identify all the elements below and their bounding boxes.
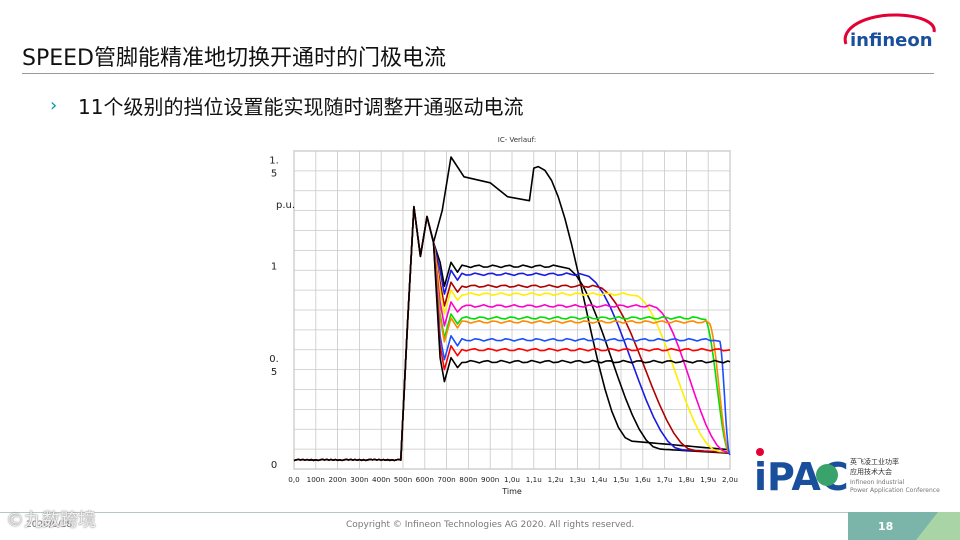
x-tick-label: 200n bbox=[328, 475, 346, 484]
bullet-marker: › bbox=[50, 95, 58, 116]
slide-title: SPEED管脚能精准地切换开通时的门极电流 bbox=[22, 46, 446, 71]
y-tick-label: 1. bbox=[269, 155, 279, 166]
x-tick-label: 1,5u bbox=[613, 475, 629, 484]
x-tick-label: 400n bbox=[372, 475, 390, 484]
y-tick-label: 0. bbox=[269, 354, 279, 365]
footer-date: 2020/6/28 bbox=[26, 520, 73, 530]
chart-title: IC- Verlauf: bbox=[498, 136, 536, 144]
infineon-logo: infineon bbox=[836, 10, 940, 60]
x-axis-labels: 0,0 100n 200n 300n 400n 500n 600n 700n 800n 900n 1… bbox=[288, 475, 738, 484]
x-tick-label: 1,9u bbox=[700, 475, 716, 484]
x-tick-label: 500n bbox=[394, 475, 412, 484]
series-line-11 bbox=[293, 205, 731, 462]
title-divider bbox=[22, 73, 934, 74]
ipac-en-2: Power Application Conference bbox=[850, 487, 940, 494]
x-tick-label: 1,0u bbox=[504, 475, 520, 484]
ipac-logo: iPAC 英飞凌工业功率 应用技术大会 Infineon Industrial … bbox=[752, 444, 952, 504]
y-axis-labels: 0 0. 5 1 1. 5 bbox=[269, 155, 279, 471]
copyright-text: Copyright © Infineon Technologies AG 202… bbox=[346, 520, 635, 530]
x-tick-label: 1,1u bbox=[526, 475, 542, 484]
gridlines bbox=[293, 150, 731, 470]
x-tick-label: 600n bbox=[416, 475, 434, 484]
x-tick-label: 300n bbox=[350, 475, 368, 484]
x-tick-label: 0,0 bbox=[288, 475, 300, 484]
ipac-circle bbox=[816, 464, 838, 486]
x-tick-label: 1,7u bbox=[657, 475, 673, 484]
ipac-dot-red bbox=[756, 448, 764, 456]
brand-text: infineon bbox=[850, 30, 933, 51]
y-unit-label: p.u. bbox=[276, 200, 295, 211]
x-tick-label: 800n bbox=[459, 475, 477, 484]
ipac-cn-1: 英飞凌工业功率 bbox=[850, 457, 899, 466]
watermark: ©九数跨境 bbox=[6, 510, 96, 531]
x-tick-label: 900n bbox=[481, 475, 499, 484]
y-tick-label: 0 bbox=[271, 460, 277, 471]
footer-divider bbox=[0, 512, 848, 513]
x-tick-label: 1,2u bbox=[548, 475, 564, 484]
x-tick-label: 1,8u bbox=[678, 475, 694, 484]
ipac-en-1: Infineon Industrial bbox=[850, 479, 905, 486]
x-tick-label: 1,4u bbox=[591, 475, 607, 484]
x-tick-label: 100n bbox=[307, 475, 325, 484]
y-tick-label: 5 bbox=[271, 367, 277, 378]
y-tick-label: 5 bbox=[271, 168, 277, 179]
x-tick-label: 700n bbox=[437, 475, 455, 484]
bullet-text: 11个级别的挡位设置能实现随时调整开通驱动电流 bbox=[78, 95, 524, 119]
ipac-cn-2: 应用技术大会 bbox=[850, 467, 892, 476]
page-number: 18 bbox=[878, 520, 894, 533]
x-axis-title: Time bbox=[501, 487, 522, 496]
x-tick-label: 1,3u bbox=[569, 475, 585, 484]
x-tick-label: 2,0u bbox=[722, 475, 738, 484]
ic-waveform-chart: IC- Verlauf: 0 0. 5 1 1. 5 p.u. 0,0 100n 200n 30… bbox=[262, 130, 742, 500]
x-tick-label: 1,6u bbox=[635, 475, 651, 484]
y-tick-label: 1 bbox=[271, 261, 277, 272]
series-group bbox=[293, 156, 731, 462]
